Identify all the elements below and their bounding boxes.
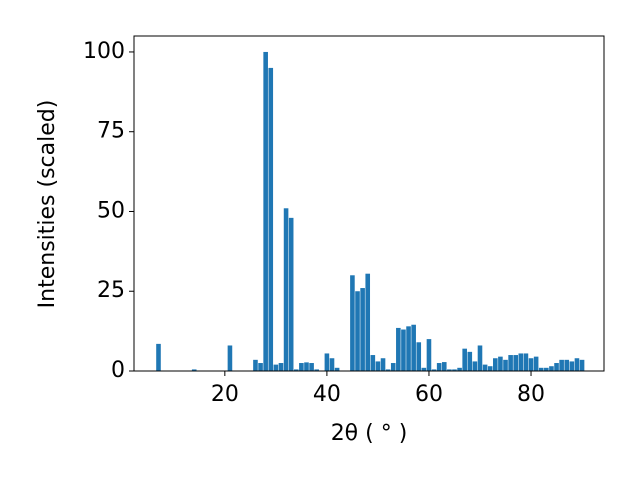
x-tick-label: 80 [517, 382, 545, 407]
bar [498, 356, 503, 371]
bar [559, 359, 564, 371]
bar [156, 343, 161, 371]
bar [503, 359, 508, 371]
bar [421, 367, 427, 371]
bar [411, 324, 416, 371]
bar [380, 358, 386, 371]
bar [477, 345, 483, 371]
bar [544, 367, 549, 371]
bar [360, 288, 365, 371]
y-tick-label: 50 [97, 198, 125, 223]
bar [273, 364, 279, 371]
bar [538, 367, 544, 371]
bar [375, 361, 381, 371]
bar [436, 363, 442, 371]
bar [401, 329, 406, 371]
bar [390, 363, 396, 371]
y-tick-label: 25 [97, 278, 125, 303]
bar [283, 208, 289, 371]
bar [370, 355, 376, 371]
x-tick-label: 60 [415, 382, 443, 407]
bar [309, 363, 314, 371]
y-tick-label: 0 [111, 358, 125, 383]
bar [314, 369, 319, 371]
bar [513, 355, 519, 371]
bar [278, 363, 284, 371]
bar [288, 217, 294, 371]
bar [385, 369, 391, 371]
bar [462, 348, 467, 371]
bar [472, 361, 478, 371]
bar [554, 363, 559, 371]
bar [350, 275, 355, 371]
bar [334, 367, 340, 371]
bar [406, 326, 411, 371]
bar [574, 358, 580, 371]
bar [416, 342, 422, 371]
bar [579, 359, 585, 371]
bar [487, 366, 493, 371]
bar [457, 367, 462, 371]
x-axis-label: 2θ ( ° ) [331, 421, 408, 446]
bar [258, 363, 263, 371]
bar [293, 369, 299, 371]
bar [467, 351, 473, 371]
plot-frame [133, 35, 605, 372]
bar [508, 355, 513, 371]
y-tick-label: 100 [83, 39, 125, 64]
bar [569, 361, 575, 371]
bar [263, 51, 268, 371]
bar [533, 356, 539, 371]
bar [482, 364, 488, 371]
bar [355, 291, 360, 371]
bar [253, 359, 258, 371]
bar [191, 369, 197, 371]
y-axis-label: Intensities (scaled) [35, 100, 60, 309]
bar [549, 366, 554, 371]
bar [441, 362, 447, 371]
bar [426, 339, 432, 371]
x-tick-label: 20 [211, 382, 239, 407]
bar [528, 358, 534, 371]
bar [396, 327, 401, 371]
bar [431, 369, 437, 371]
bar [324, 353, 330, 371]
bar [299, 363, 304, 371]
bar [518, 353, 524, 371]
bar [523, 353, 529, 371]
bar [268, 67, 274, 372]
bar [452, 369, 457, 371]
bar [365, 273, 371, 371]
bar [329, 358, 335, 371]
bar [564, 359, 570, 371]
x-tick-label: 40 [313, 382, 341, 407]
bar [227, 345, 233, 371]
bar [447, 369, 452, 371]
bar [493, 358, 498, 371]
bar [304, 362, 309, 371]
y-tick-label: 75 [97, 119, 125, 144]
